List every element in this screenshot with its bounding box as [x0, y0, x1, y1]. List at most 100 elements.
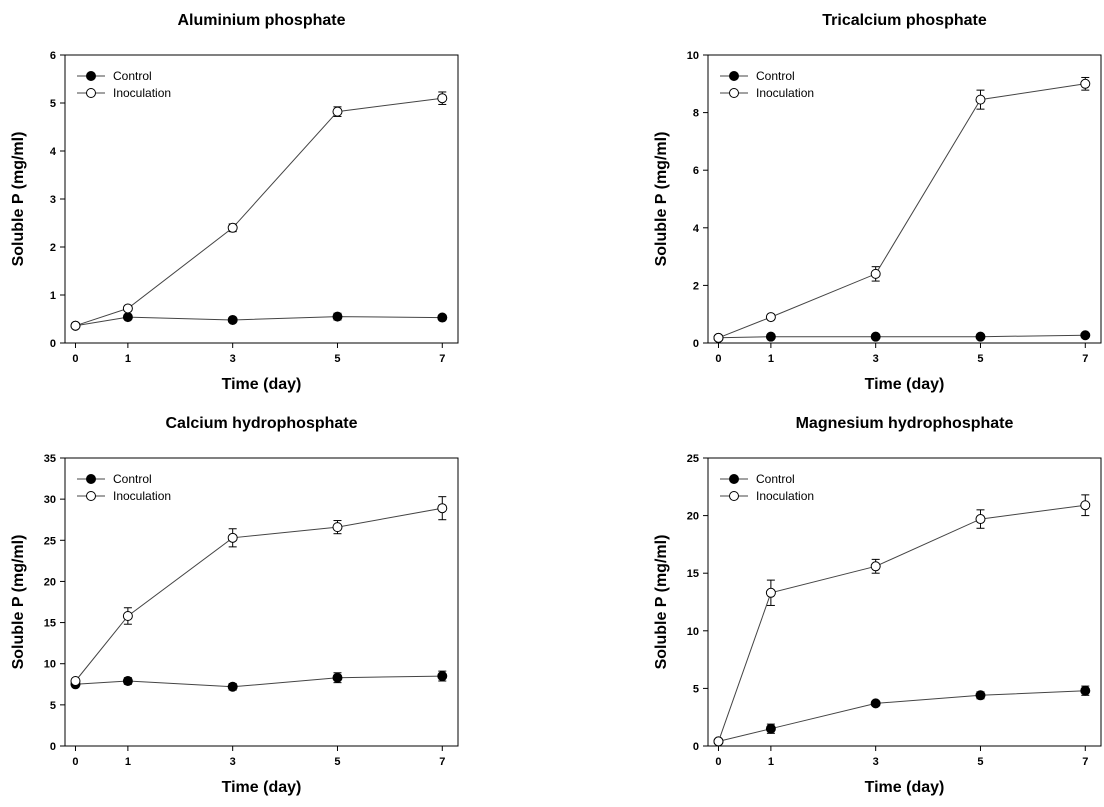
series-inoculation [70, 496, 448, 686]
y-tick-label: 0 [693, 338, 699, 350]
series-control [713, 685, 1091, 747]
data-point [1080, 78, 1091, 89]
y-tick-label: 15 [687, 568, 699, 580]
y-axis-label: Soluble P (mg/ml) [653, 535, 670, 670]
x-tick-label: 3 [230, 756, 236, 768]
data-point [332, 311, 343, 322]
y-tick-label: 3 [50, 194, 56, 206]
y-tick-label: 25 [687, 453, 699, 465]
x-tick-label: 5 [977, 756, 983, 768]
y-tick-label: 0 [50, 741, 56, 753]
plot-frame [64, 457, 459, 747]
y-tick-label: 0 [50, 338, 56, 350]
legend-label: Inoculation [113, 489, 171, 503]
data-point [975, 331, 986, 342]
data-point [332, 522, 343, 533]
data-point [227, 681, 238, 692]
data-point [870, 698, 881, 709]
series-inoculation [713, 494, 1091, 747]
data-point [122, 675, 133, 686]
data-point [227, 222, 238, 233]
legend-marker [729, 491, 739, 501]
data-point [227, 532, 238, 543]
x-tick-label: 7 [1082, 353, 1088, 365]
y-tick-label: 10 [44, 659, 56, 671]
x-tick-label: 5 [977, 353, 983, 365]
legend-marker [86, 71, 96, 81]
legend-label: Inoculation [113, 86, 171, 100]
series-inoculation [713, 76, 1091, 343]
x-tick-label: 0 [715, 756, 721, 768]
data-point [765, 331, 776, 342]
legend-label: Control [756, 472, 795, 486]
legend-marker [86, 88, 96, 98]
data-point [1080, 685, 1091, 696]
data-point [870, 331, 881, 342]
legend-label: Control [756, 69, 795, 83]
chart-title: Magnesium hydrophosphate [796, 415, 1014, 432]
y-tick-label: 20 [44, 576, 56, 588]
chart-title: Tricalcium phosphate [822, 12, 987, 29]
x-tick-label: 3 [873, 353, 879, 365]
y-tick-label: 10 [687, 626, 699, 638]
x-tick-label: 7 [439, 353, 445, 365]
legend-label: Control [113, 472, 152, 486]
chart-panel-4: Magnesium hydrophosphate 0 5 10 15 20 25 0 1 3 5 7 T… [653, 415, 1102, 796]
data-point [227, 314, 238, 325]
data-point [70, 675, 81, 686]
x-tick-label: 1 [768, 353, 774, 365]
data-point [870, 268, 881, 279]
data-point [1080, 330, 1091, 341]
series-control [713, 330, 1091, 343]
data-point [765, 587, 776, 598]
y-tick-label: 5 [50, 98, 56, 110]
data-point [437, 312, 448, 323]
data-point [713, 736, 724, 747]
data-point [122, 610, 133, 621]
x-tick-label: 0 [72, 756, 78, 768]
series-line [718, 83, 1086, 339]
y-tick-label: 1 [50, 290, 56, 302]
y-axis-label: Soluble P (mg/ml) [10, 132, 27, 267]
data-point [437, 93, 448, 104]
data-point [437, 671, 448, 682]
data-point [975, 514, 986, 525]
x-tick-label: 1 [125, 756, 131, 768]
data-point [765, 723, 776, 734]
series-line [718, 504, 1086, 742]
data-point [122, 303, 133, 314]
y-tick-label: 30 [44, 494, 56, 506]
series-inoculation [70, 91, 448, 331]
y-tick-label: 0 [693, 741, 699, 753]
y-tick-label: 4 [50, 146, 57, 158]
x-tick-label: 5 [334, 353, 340, 365]
legend-label: Control [113, 69, 152, 83]
series-line [75, 97, 443, 327]
series-control [70, 670, 448, 692]
y-axis-label: Soluble P (mg/ml) [10, 535, 27, 670]
y-tick-label: 2 [50, 242, 56, 254]
series-control [70, 311, 448, 331]
y-tick-label: 15 [44, 618, 56, 630]
plot-frame [707, 457, 1102, 747]
x-tick-label: 7 [439, 756, 445, 768]
x-axis-label: Time (day) [865, 779, 945, 796]
y-tick-label: 4 [693, 223, 700, 235]
legend-marker [729, 474, 739, 484]
legend-marker [729, 88, 739, 98]
chart-title: Aluminium phosphate [178, 12, 346, 29]
x-axis-label: Time (day) [222, 779, 302, 796]
x-axis-label: Time (day) [865, 376, 945, 393]
y-tick-label: 20 [687, 511, 699, 523]
chart-panel-2: Tricalcium phosphate 0 2 4 6 8 10 0 1 3 5 7 Time (da… [653, 12, 1102, 393]
series-line [75, 507, 443, 682]
data-point [332, 672, 343, 683]
x-tick-label: 5 [334, 756, 340, 768]
x-tick-label: 0 [72, 353, 78, 365]
data-point [713, 332, 724, 343]
x-tick-label: 3 [873, 756, 879, 768]
legend-marker [86, 491, 96, 501]
y-tick-label: 5 [50, 700, 56, 712]
y-tick-label: 8 [693, 108, 699, 120]
